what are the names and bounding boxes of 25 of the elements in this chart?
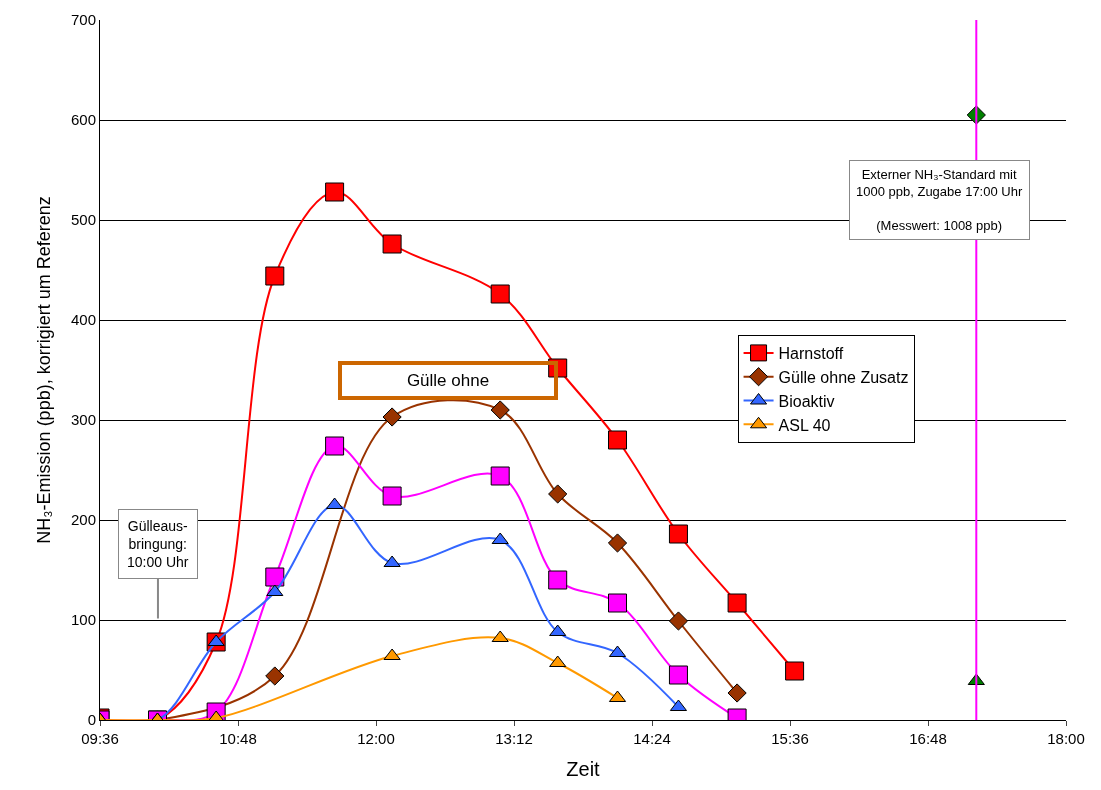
legend-label: Harnstoff [778, 345, 844, 363]
x-tick-label: 14:24 [633, 730, 671, 747]
y-tick-label: 400 [70, 311, 96, 329]
y-tick-label: 100 [70, 611, 96, 629]
x-tick-label: 16:48 [909, 730, 947, 747]
y-tick-label: 0 [87, 711, 96, 729]
x-tick-label: 13:12 [495, 730, 533, 747]
y-tick-label: 500 [70, 211, 96, 229]
x-tick-label: 09:36 [81, 730, 119, 747]
legend-label: Gülle ohne Zusatz [778, 368, 909, 386]
x-tick-label: 18:00 [1047, 730, 1085, 747]
y-tick-label: 300 [70, 411, 96, 429]
y-tick-label: 700 [70, 11, 96, 29]
legend-label: Bioaktiv [778, 392, 835, 410]
x-tick-label: 10:48 [219, 730, 257, 747]
x-tick-label: 15:36 [771, 730, 809, 747]
x-axis-title: Zeit [566, 757, 601, 780]
legend-label: ASL 40 [778, 416, 831, 434]
y-axis-title: NH₃-Emission (ppb), korrigiert um Referenz [34, 196, 55, 544]
text: Externer NH₃-Standard mit 1000 ppb, Zugabe 17:00 Uhr (Messwert: 1008 ppb) [856, 167, 1023, 233]
y-tick-label: 600 [70, 111, 96, 129]
x-tick-label: 12:00 [357, 730, 395, 747]
annotation: Gülle ohne [406, 371, 490, 390]
y-tick-label: 200 [70, 511, 96, 529]
annotation: Gülleaus- bringung: 10:00 Uhr [127, 518, 189, 571]
